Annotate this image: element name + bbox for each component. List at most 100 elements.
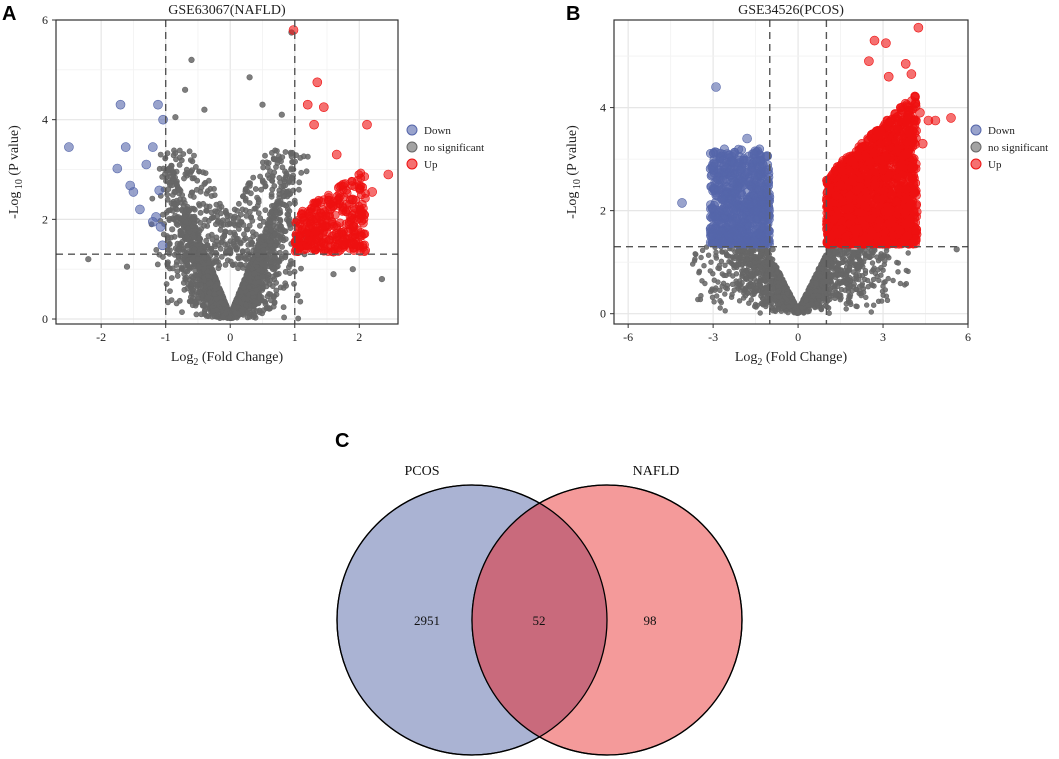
point-no-significant bbox=[213, 296, 220, 302]
point-no-significant bbox=[169, 226, 176, 233]
point-no-significant bbox=[264, 277, 271, 283]
point-no-significant bbox=[207, 247, 214, 254]
panel-letter-b: B bbox=[566, 3, 580, 25]
x-tick-label: -1 bbox=[161, 330, 171, 344]
x-axis-label-main: Log bbox=[171, 350, 194, 365]
point-no-significant bbox=[255, 196, 262, 203]
point-no-significant bbox=[731, 265, 737, 271]
point-no-significant bbox=[197, 188, 204, 195]
point-no-significant bbox=[210, 214, 217, 221]
point-no-significant bbox=[256, 307, 263, 314]
point-no-significant bbox=[192, 163, 199, 170]
point-no-significant bbox=[869, 260, 876, 266]
point-no-significant bbox=[255, 236, 262, 243]
point-down bbox=[153, 99, 163, 110]
point-no-significant bbox=[859, 283, 865, 289]
point-no-significant bbox=[245, 241, 252, 248]
point-no-significant bbox=[863, 294, 869, 301]
point-no-significant bbox=[296, 179, 303, 186]
point-no-significant bbox=[176, 190, 182, 197]
point-no-significant bbox=[830, 260, 836, 267]
point-no-significant bbox=[167, 288, 173, 294]
y-tick-label: 2 bbox=[42, 212, 48, 226]
point-no-significant bbox=[737, 254, 744, 260]
y-tick-label: 6 bbox=[42, 13, 48, 27]
point-no-significant bbox=[882, 258, 888, 264]
point-no-significant bbox=[172, 114, 179, 121]
point-no-significant bbox=[231, 303, 238, 310]
point-no-significant bbox=[757, 310, 763, 316]
point-no-significant bbox=[715, 279, 721, 285]
point-up bbox=[367, 187, 378, 197]
point-no-significant bbox=[238, 254, 244, 261]
point-no-significant bbox=[224, 241, 231, 247]
point-no-significant bbox=[743, 267, 749, 274]
point-no-significant bbox=[222, 310, 229, 317]
point-no-significant bbox=[191, 215, 198, 222]
point-no-significant bbox=[753, 285, 759, 291]
point-no-significant bbox=[271, 230, 278, 237]
point-no-significant bbox=[191, 152, 197, 159]
point-no-significant bbox=[282, 254, 289, 261]
point-no-significant bbox=[807, 289, 814, 295]
point-no-significant bbox=[747, 261, 753, 267]
point-no-significant bbox=[713, 255, 720, 261]
point-no-significant bbox=[285, 179, 292, 186]
point-no-significant bbox=[729, 291, 735, 298]
point-no-significant bbox=[882, 279, 888, 285]
point-no-significant bbox=[834, 279, 841, 286]
point-no-significant bbox=[875, 267, 881, 273]
point-no-significant bbox=[168, 275, 175, 281]
point-up bbox=[317, 219, 327, 229]
point-no-significant bbox=[208, 193, 215, 199]
x-axis-label-rest: (Fold Change) bbox=[198, 350, 283, 365]
point-no-significant bbox=[695, 296, 701, 303]
point-down bbox=[112, 163, 123, 174]
point-no-significant bbox=[260, 247, 267, 253]
point-no-significant bbox=[862, 268, 869, 274]
point-no-significant bbox=[191, 245, 198, 252]
point-no-significant bbox=[748, 272, 754, 279]
point-no-significant bbox=[282, 268, 289, 275]
point-no-significant bbox=[764, 250, 770, 257]
point-no-significant bbox=[723, 272, 729, 279]
point-no-significant bbox=[189, 175, 196, 182]
panel-letter-c: C bbox=[335, 430, 349, 452]
point-no-significant bbox=[253, 299, 260, 305]
point-up bbox=[304, 208, 314, 218]
point-up bbox=[360, 172, 370, 181]
point-up bbox=[355, 181, 364, 190]
point-no-significant bbox=[820, 261, 827, 267]
point-no-significant bbox=[189, 158, 196, 165]
point-no-significant bbox=[229, 261, 236, 268]
point-no-significant bbox=[211, 290, 218, 297]
point-no-significant bbox=[188, 56, 195, 64]
point-no-significant bbox=[213, 258, 220, 265]
point-no-significant bbox=[856, 257, 863, 263]
legend-swatch-up bbox=[406, 158, 418, 170]
point-no-significant bbox=[851, 250, 857, 256]
point-no-significant bbox=[775, 283, 781, 289]
point-no-significant bbox=[149, 195, 156, 202]
point-no-significant bbox=[271, 264, 278, 271]
point-no-significant bbox=[717, 298, 723, 304]
point-no-significant bbox=[167, 173, 173, 180]
point-down bbox=[128, 187, 139, 197]
point-no-significant bbox=[762, 298, 769, 304]
point-no-significant bbox=[85, 256, 92, 263]
point-no-significant bbox=[698, 254, 704, 261]
point-no-significant bbox=[848, 301, 854, 308]
point-no-significant bbox=[280, 237, 287, 244]
point-no-significant bbox=[195, 264, 202, 271]
point-no-significant bbox=[812, 288, 819, 294]
point-no-significant bbox=[868, 309, 874, 315]
point-no-significant bbox=[188, 281, 194, 287]
point-no-significant bbox=[190, 255, 197, 262]
point-up bbox=[347, 194, 358, 205]
point-no-significant bbox=[186, 148, 193, 155]
point-no-significant bbox=[242, 185, 249, 192]
point-no-significant bbox=[279, 164, 286, 171]
point-no-significant bbox=[349, 266, 356, 273]
